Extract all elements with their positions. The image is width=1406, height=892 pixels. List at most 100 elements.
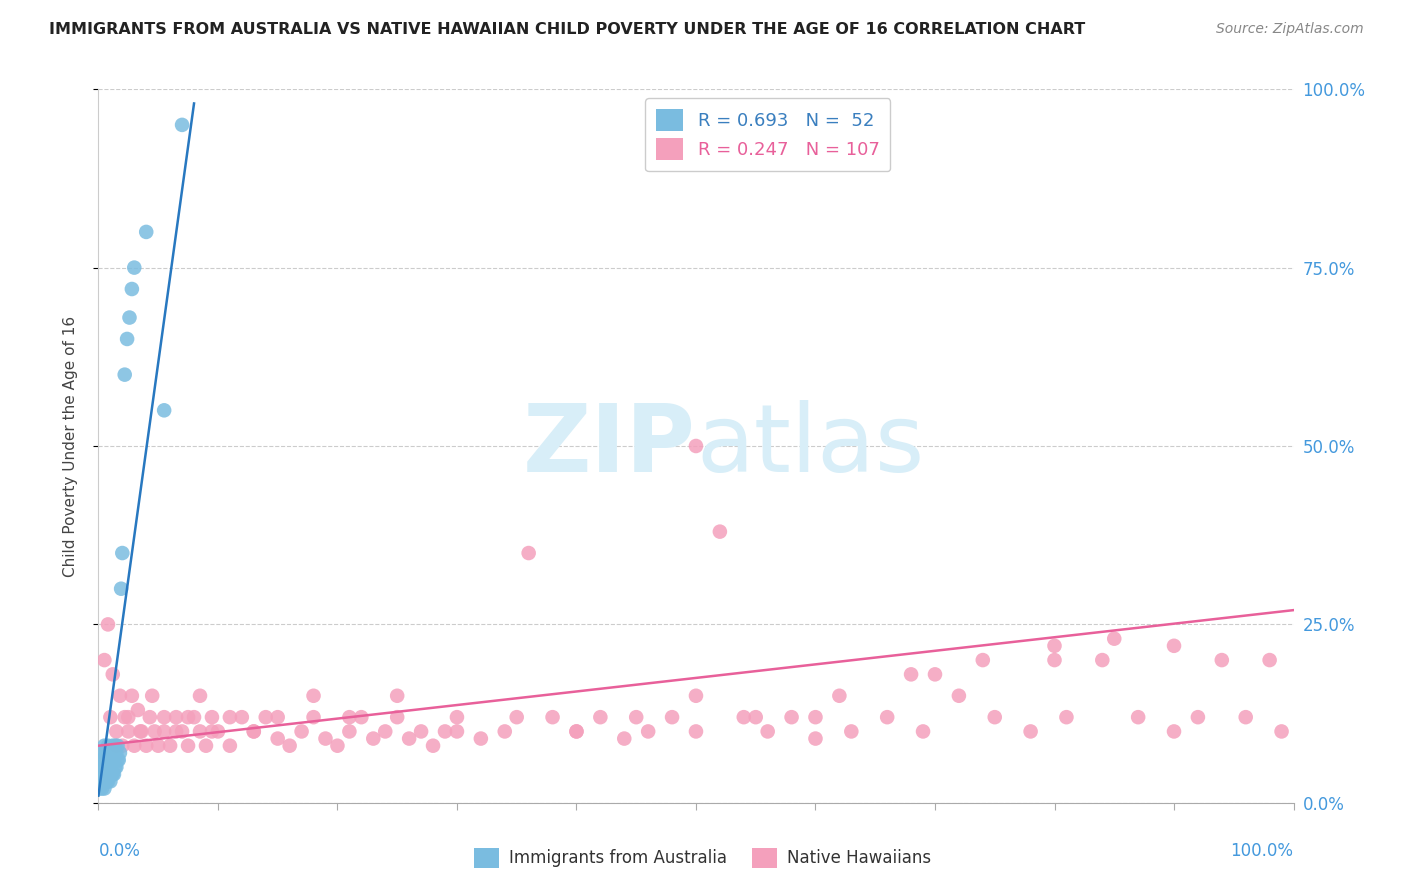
Point — [685, 689, 707, 703]
Point — [219, 739, 242, 753]
Point — [565, 724, 588, 739]
Point — [93, 753, 115, 767]
Point — [91, 760, 114, 774]
Point — [589, 710, 612, 724]
Point — [685, 724, 707, 739]
Point — [195, 739, 218, 753]
Point — [828, 689, 851, 703]
Point — [90, 760, 112, 774]
Point — [94, 774, 117, 789]
Point — [506, 710, 529, 724]
Point — [1271, 724, 1294, 739]
Point — [127, 703, 149, 717]
Point — [97, 617, 120, 632]
Point — [97, 774, 120, 789]
Point — [541, 710, 564, 724]
Point — [756, 724, 779, 739]
Point — [98, 774, 122, 789]
Point — [93, 739, 115, 753]
Point — [637, 724, 659, 739]
Point — [446, 724, 468, 739]
Text: Source: ZipAtlas.com: Source: ZipAtlas.com — [1216, 22, 1364, 37]
Point — [135, 225, 157, 239]
Point — [434, 724, 457, 739]
Point — [114, 368, 136, 382]
Point — [1019, 724, 1042, 739]
Point — [135, 739, 157, 753]
Point — [231, 710, 253, 724]
Point — [93, 653, 115, 667]
Point — [613, 731, 636, 746]
Point — [101, 667, 124, 681]
Point — [350, 710, 373, 724]
Point — [131, 724, 153, 739]
Point — [385, 710, 409, 724]
Point — [165, 724, 187, 739]
Point — [93, 767, 115, 781]
Point — [254, 710, 277, 724]
Y-axis label: Child Poverty Under the Age of 16: Child Poverty Under the Age of 16 — [63, 316, 77, 576]
Point — [91, 753, 114, 767]
Point — [733, 710, 755, 724]
Point — [98, 710, 122, 724]
Point — [302, 710, 325, 724]
Point — [118, 310, 141, 325]
Point — [98, 753, 121, 767]
Point — [90, 774, 112, 789]
Point — [326, 739, 349, 753]
Point — [124, 739, 146, 753]
Point — [315, 731, 337, 746]
Point — [141, 689, 163, 703]
Point — [101, 767, 124, 781]
Text: ZIP: ZIP — [523, 400, 696, 492]
Point — [114, 710, 136, 724]
Point — [139, 710, 162, 724]
Point — [219, 710, 242, 724]
Point — [153, 710, 176, 724]
Point — [924, 667, 946, 681]
Point — [91, 781, 114, 796]
Point — [98, 760, 122, 774]
Point — [183, 710, 205, 724]
Point — [93, 781, 115, 796]
Point — [101, 739, 124, 753]
Point — [1091, 653, 1114, 667]
Point — [117, 724, 139, 739]
Point — [91, 767, 114, 781]
Point — [105, 739, 128, 753]
Point — [94, 746, 117, 760]
Point — [103, 767, 125, 781]
Point — [626, 710, 648, 724]
Point — [1104, 632, 1126, 646]
Point — [1056, 710, 1078, 724]
Point — [841, 724, 863, 739]
Point — [101, 753, 124, 767]
Point — [97, 760, 120, 774]
Point — [1043, 639, 1066, 653]
Point — [780, 710, 803, 724]
Point — [94, 760, 117, 774]
Legend: Immigrants from Australia, Native Hawaiians: Immigrants from Australia, Native Hawaii… — [468, 841, 938, 875]
Point — [110, 582, 132, 596]
Point — [1234, 710, 1257, 724]
Point — [411, 724, 433, 739]
Point — [148, 739, 170, 753]
Point — [91, 746, 114, 760]
Point — [804, 710, 827, 724]
Point — [745, 710, 768, 724]
Point — [278, 739, 301, 753]
Point — [1258, 653, 1281, 667]
Point — [177, 710, 200, 724]
Text: 100.0%: 100.0% — [1230, 842, 1294, 860]
Point — [107, 753, 129, 767]
Point — [661, 710, 683, 724]
Point — [111, 546, 134, 560]
Point — [117, 710, 139, 724]
Point — [91, 774, 114, 789]
Point — [243, 724, 266, 739]
Text: IMMIGRANTS FROM AUSTRALIA VS NATIVE HAWAIIAN CHILD POVERTY UNDER THE AGE OF 16 C: IMMIGRANTS FROM AUSTRALIA VS NATIVE HAWA… — [49, 22, 1085, 37]
Point — [984, 710, 1007, 724]
Point — [89, 781, 111, 796]
Point — [100, 767, 122, 781]
Point — [159, 739, 181, 753]
